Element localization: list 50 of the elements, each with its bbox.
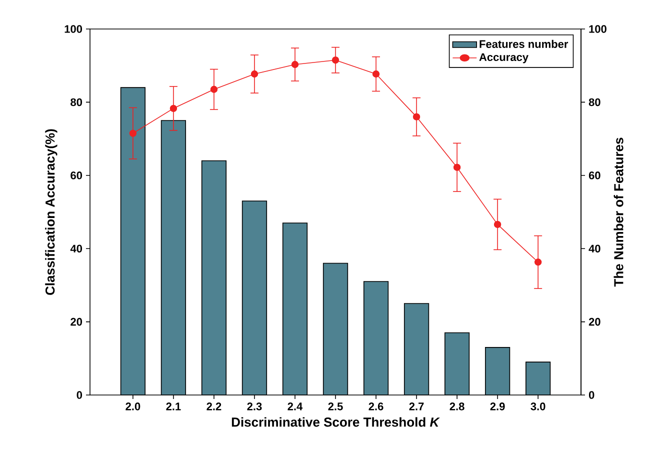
bar (364, 282, 388, 395)
x-tick-label: 2.8 (450, 402, 464, 410)
y-tick-label: 0 (76, 391, 82, 399)
x-tick-label: 2.0 (126, 402, 140, 410)
point (453, 164, 461, 171)
bar (323, 263, 348, 395)
point (332, 56, 340, 64)
legend-label: Features number (480, 40, 568, 48)
y2-axis-title: The Number of Features (614, 138, 624, 287)
bar (120, 88, 146, 395)
point (494, 220, 502, 228)
y-tick-label: 60 (70, 172, 82, 180)
x-tick-label: 2.9 (490, 402, 505, 410)
point (412, 113, 420, 120)
bar (242, 201, 267, 395)
y-tick-label: 80 (70, 98, 82, 106)
point (129, 130, 137, 137)
y2-tick-label: 100 (589, 25, 606, 33)
bar (526, 362, 551, 395)
y2-tick-label: 80 (588, 98, 600, 106)
bar (485, 347, 510, 395)
x-tick-label: 2.1 (166, 402, 181, 410)
point (250, 70, 258, 78)
point (170, 104, 178, 112)
point (291, 60, 299, 68)
bar (202, 160, 226, 395)
x-tick-label: 2.6 (368, 402, 384, 410)
x-tick-label: 2.2 (206, 402, 222, 410)
bar (161, 120, 186, 395)
x-tick-label: 2.5 (328, 402, 343, 410)
x-tick-label: 2.7 (409, 402, 424, 410)
y-tick-label: 100 (64, 25, 82, 33)
y2-tick-label: 0 (588, 391, 594, 399)
bar (404, 304, 429, 395)
y-tick-label: 40 (70, 244, 82, 252)
x-tick-label: 3.0 (530, 402, 546, 410)
y2-tick-label: 60 (588, 172, 600, 180)
y-axis-title: Classification Accuracy(%) (45, 129, 58, 295)
point (372, 70, 380, 78)
y-tick-label: 20 (70, 318, 82, 326)
point (534, 258, 542, 266)
x-tick-label: 2.3 (247, 402, 262, 410)
bar (444, 332, 470, 395)
x-tick-label: 2.4 (288, 402, 303, 410)
bar (282, 222, 308, 395)
point (210, 86, 218, 93)
x-axis-title: Discriminative Score Threshold K (232, 417, 440, 427)
y2-tick-label: 20 (588, 318, 600, 326)
legend-label: Accuracy (479, 53, 528, 64)
y2-tick-label: 40 (588, 244, 600, 252)
